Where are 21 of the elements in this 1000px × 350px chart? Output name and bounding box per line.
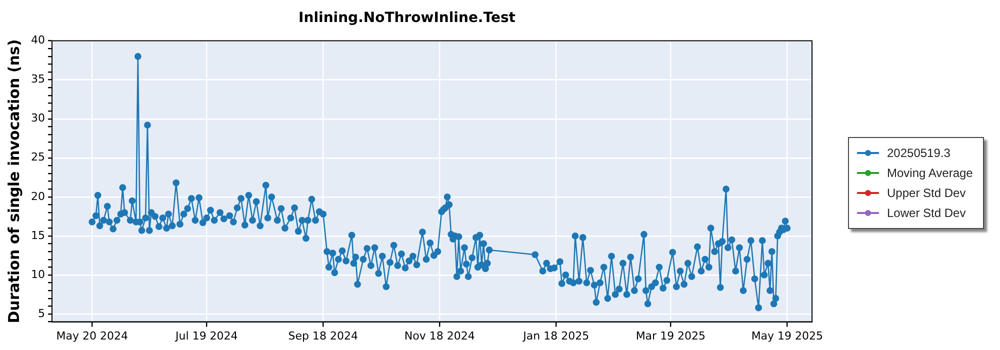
- chart-title: Inlining.NoThrowInline.Test: [298, 10, 516, 26]
- y-tick-label: 40: [30, 34, 45, 47]
- x-tick-label: Sep 18 2024: [288, 329, 358, 342]
- y-tick-label: 30: [30, 112, 45, 125]
- x-tick-label: Mar 19 2025: [636, 329, 706, 342]
- x-tick-label: Jul 19 2024: [174, 329, 238, 342]
- legend-label: Upper Std Dev: [887, 186, 966, 200]
- y-axis-title: Duration of single invocation (ns): [4, 39, 23, 324]
- legend-label: Lower Std Dev: [887, 206, 966, 220]
- y-tick-label: 20: [30, 190, 45, 203]
- x-tick-label: Nov 18 2024: [404, 329, 475, 342]
- y-tick-label: 10: [30, 268, 45, 281]
- x-tick-label: May 19 2025: [751, 329, 824, 342]
- y-tick-label: 35: [30, 72, 45, 86]
- y-tick-label: 25: [30, 150, 45, 164]
- x-tick-label: May 20 2024: [56, 329, 128, 342]
- legend-label: 20250519.3: [887, 146, 950, 160]
- legend-label: Moving Average: [887, 166, 973, 180]
- y-tick-label: 15: [30, 228, 45, 242]
- y-tick-label: 5: [38, 306, 45, 320]
- x-tick-label: Jan 18 2025: [522, 329, 590, 342]
